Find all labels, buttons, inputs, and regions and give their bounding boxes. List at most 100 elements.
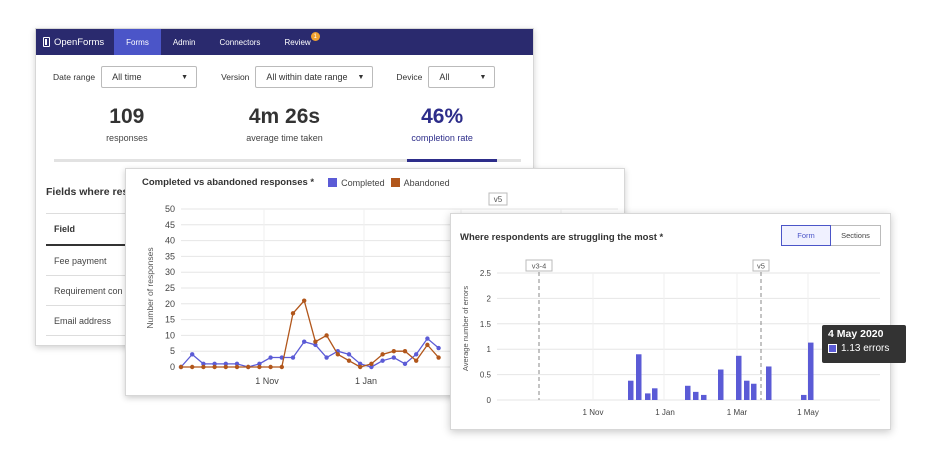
- tooltip-value: 1.13 errors: [841, 343, 890, 354]
- data-point-abandoned: [212, 364, 217, 370]
- x-tick-label: 1 Jan: [355, 376, 377, 386]
- version-marker-label: v5: [494, 195, 503, 204]
- data-point-abandoned: [201, 364, 206, 370]
- device-select[interactable]: All ▼: [428, 66, 496, 88]
- stat-label: responses: [106, 133, 148, 143]
- y-tick-label: 0: [487, 396, 492, 405]
- data-point-completed: [290, 355, 296, 360]
- fields-section-title: Fields where resp: [46, 186, 135, 198]
- openforms-logo-icon: [43, 37, 50, 47]
- data-point-completed: [380, 358, 385, 363]
- active-stat-indicator: [407, 159, 497, 162]
- y-tick-label: 10: [165, 330, 175, 340]
- legend-swatch-completed: [328, 178, 338, 187]
- bar: [645, 393, 651, 400]
- bar: [628, 380, 634, 400]
- bar: [636, 354, 642, 400]
- stat-value: 46%: [421, 105, 464, 128]
- version-select[interactable]: All within date range ▼: [255, 66, 374, 88]
- toggle-sections[interactable]: Sections: [831, 225, 881, 246]
- device-label: Device: [396, 72, 423, 82]
- form-sections-toggle: Form Sections: [781, 225, 881, 246]
- legend-abandoned[interactable]: Abandoned: [390, 178, 450, 188]
- bar: [808, 342, 814, 400]
- x-tick-label: 1 May: [797, 408, 819, 417]
- nav-tab-label: Review: [284, 37, 311, 47]
- bar-tooltip: 4 May 2020 1.13 errors: [822, 325, 906, 363]
- bar: [652, 388, 658, 400]
- version-value: All within date range: [266, 72, 348, 82]
- data-point-completed: [190, 352, 195, 357]
- data-point-abandoned: [358, 364, 363, 370]
- y-axis-label: Number of responses: [145, 247, 155, 328]
- bar: [744, 380, 750, 400]
- x-tick-label: 1 Nov: [583, 408, 604, 417]
- y-tick-label: 30: [165, 267, 175, 277]
- data-point-abandoned: [290, 311, 296, 316]
- data-point-completed: [302, 339, 307, 344]
- nav-tab-connectors[interactable]: Connectors: [208, 29, 273, 55]
- caret-down-icon: ▼: [479, 73, 487, 81]
- y-tick-label: 5: [170, 346, 175, 356]
- y-tick-label: 20: [165, 299, 175, 309]
- bar: [693, 391, 699, 400]
- stat-responses[interactable]: 109 responses: [52, 105, 202, 143]
- nav-tab-label: Admin: [172, 37, 196, 47]
- y-tick-label: 1: [487, 345, 492, 354]
- legend-completed[interactable]: Completed: [328, 178, 385, 188]
- bar: [718, 369, 724, 400]
- stat-completion-rate[interactable]: 46% completion rate: [367, 105, 517, 143]
- brand-name: OpenForms: [54, 36, 105, 48]
- y-tick-label: 2.5: [480, 269, 492, 278]
- chart2-title: Where respondents are struggling the mos…: [460, 232, 664, 243]
- data-point-abandoned: [279, 364, 284, 370]
- top-navbar: OpenForms Forms Admin Connectors Review …: [36, 29, 533, 55]
- data-point-abandoned: [190, 364, 195, 370]
- stat-average-time[interactable]: 4m 26s average time taken: [209, 105, 359, 143]
- data-point-completed: [212, 361, 217, 367]
- data-point-completed: [402, 361, 408, 367]
- brand[interactable]: OpenForms: [36, 29, 114, 55]
- data-point-abandoned: [425, 342, 430, 348]
- nav-tab-review[interactable]: Review 1: [272, 29, 322, 55]
- tooltip-row: 1.13 errors: [828, 343, 900, 354]
- x-tick-label: 1 Mar: [727, 408, 748, 417]
- data-point-completed: [223, 361, 228, 367]
- series-line-completed: [180, 337, 440, 368]
- data-point-abandoned: [257, 364, 262, 370]
- nav-tab-forms[interactable]: Forms: [114, 29, 161, 55]
- nav-tab-label: Forms: [126, 37, 149, 47]
- bar: [736, 355, 742, 400]
- data-point-abandoned: [346, 358, 352, 363]
- y-tick-label: 0: [170, 362, 175, 372]
- data-point-abandoned: [223, 364, 228, 370]
- data-point-completed: [391, 355, 396, 360]
- data-point-completed: [201, 361, 206, 367]
- data-point-completed: [346, 352, 352, 357]
- struggling-bar-chart: 0 0.5 1 1.5 2 2.5 Average number of errors 1 No…: [461, 259, 880, 417]
- data-point-completed: [257, 361, 262, 367]
- data-point-abandoned: [369, 361, 374, 367]
- data-point-abandoned: [402, 349, 408, 354]
- tooltip-date: 4 May 2020: [828, 328, 884, 340]
- data-point-abandoned: [380, 352, 385, 357]
- review-count-badge: 1: [310, 32, 320, 41]
- data-point-abandoned: [391, 349, 396, 354]
- y-tick-label: 40: [165, 236, 175, 246]
- data-point-abandoned: [324, 333, 329, 338]
- data-point-abandoned: [313, 339, 318, 344]
- chart1-title: Completed vs abandoned responses *: [142, 177, 315, 188]
- nav-tab-admin[interactable]: Admin: [161, 29, 208, 55]
- data-point-abandoned: [234, 364, 240, 370]
- x-tick-label: 1 Nov: [255, 376, 279, 386]
- date-range-select[interactable]: All time ▼: [101, 66, 198, 88]
- data-point-abandoned: [246, 364, 251, 370]
- data-point-completed: [414, 352, 419, 357]
- y-tick-label: 0.5: [480, 371, 492, 380]
- data-point-abandoned: [414, 358, 419, 363]
- stat-value: 109: [109, 105, 145, 128]
- y-tick-label: 35: [165, 251, 175, 261]
- y-axis-label: Average number of errors: [461, 286, 470, 372]
- stat-label: average time taken: [246, 133, 323, 143]
- toggle-form[interactable]: Form: [781, 225, 831, 246]
